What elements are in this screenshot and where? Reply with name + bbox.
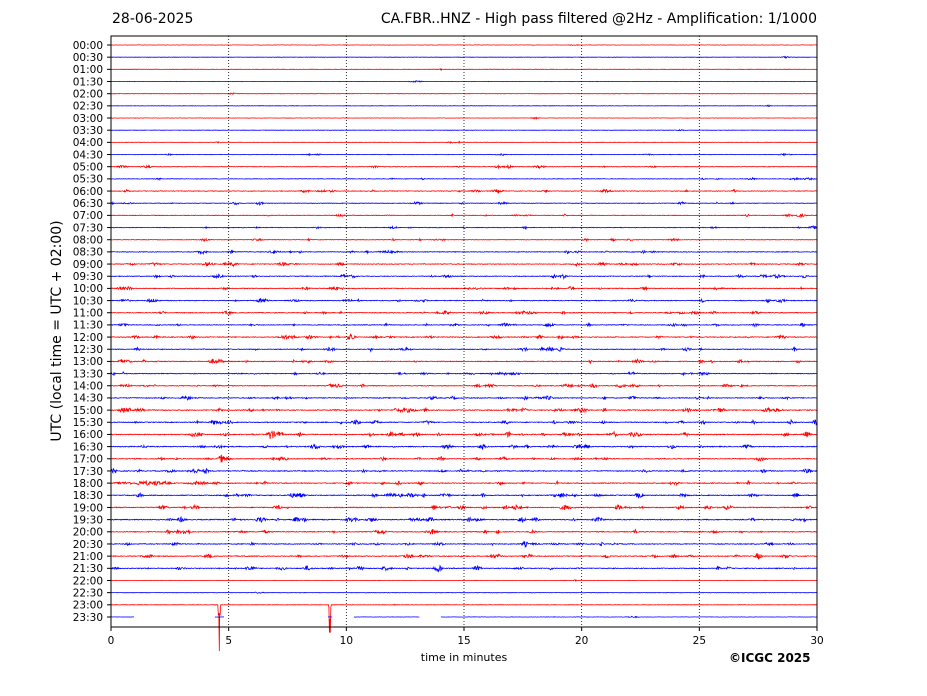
y-tick-label: 19:00 — [73, 502, 103, 514]
trace-0630 — [110, 200, 818, 206]
trace-2130 — [110, 564, 818, 573]
trace-0700 — [110, 212, 817, 219]
x-tick-label: 5 — [225, 635, 232, 647]
trace-1500 — [110, 406, 818, 414]
y-tick-label: 05:30 — [73, 174, 103, 186]
y-axis-label: UTC (local time = UTC + 02:00) — [49, 220, 65, 442]
y-tick-label: 04:30 — [73, 149, 103, 161]
trace-1630 — [110, 443, 817, 451]
x-tick-label: 30 — [810, 635, 823, 647]
y-tick-label: 12:00 — [73, 332, 103, 344]
x-axis-group: 0 5 10 15 20 25 30 — [108, 627, 824, 647]
trace-0400 — [110, 140, 818, 144]
y-tick-label: 20:30 — [73, 539, 103, 551]
trace-2030 — [110, 540, 818, 549]
y-tick-label: 23:00 — [73, 600, 103, 612]
y-tick-label: 08:00 — [73, 235, 103, 247]
trace-0500 — [110, 164, 818, 170]
trace-2300 — [110, 603, 818, 652]
trace-2200 — [110, 579, 818, 582]
y-tick-label: 03:00 — [73, 113, 103, 125]
y-tick-label: 01:00 — [73, 64, 103, 76]
y-tick-label: 03:30 — [73, 125, 103, 137]
trace-2100 — [110, 552, 818, 560]
y-tick-label: 18:30 — [73, 490, 103, 502]
y-tick-label: 10:30 — [73, 295, 103, 307]
y-tick-label: 07:00 — [73, 210, 103, 222]
y-tick-label: 21:30 — [73, 563, 103, 575]
y-tick-label: 10:00 — [73, 283, 103, 295]
y-tick-label: 23:30 — [73, 612, 103, 624]
trace-1300 — [110, 358, 818, 365]
y-tick-label: 16:30 — [73, 441, 103, 453]
y-tick-label: 21:00 — [73, 551, 103, 563]
y-tick-label: 13:30 — [73, 368, 103, 380]
date-label: 28-06-2025 — [112, 11, 194, 27]
y-tick-label: 02:30 — [73, 101, 103, 113]
x-tick-label: 15 — [457, 635, 470, 647]
y-tick-label: 01:30 — [73, 76, 103, 88]
y-tick-label: 06:00 — [73, 186, 103, 198]
trace-1330 — [110, 370, 818, 377]
y-tick-label: 05:00 — [73, 162, 103, 174]
y-tick-label: 13:00 — [73, 356, 103, 368]
x-tick-label: 10 — [340, 635, 353, 647]
y-tick-label: 17:00 — [73, 454, 103, 466]
trace-2230 — [111, 591, 818, 594]
y-tick-label: 17:30 — [73, 466, 103, 478]
plot-frame — [110, 35, 818, 628]
trace-0600 — [110, 188, 818, 194]
y-axis-group: 00:0000:3001:0001:3002:0002:3003:0003:30… — [73, 40, 111, 624]
y-tick-label: 11:30 — [73, 320, 103, 332]
trace-1430 — [110, 395, 818, 401]
copyright-label: ©ICGC 2025 — [729, 651, 811, 665]
y-tick-label: 16:00 — [73, 429, 103, 441]
y-tick-label: 06:30 — [73, 198, 103, 210]
x-tick-label: 0 — [108, 635, 115, 647]
y-tick-label: 09:00 — [73, 259, 103, 271]
y-tick-label: 14:30 — [73, 393, 103, 405]
x-axis-label: time in minutes — [420, 651, 508, 664]
y-tick-label: 08:30 — [73, 247, 103, 259]
trace-1800 — [110, 479, 818, 487]
y-tick-label: 04:00 — [73, 137, 103, 149]
y-tick-label: 22:00 — [73, 575, 103, 587]
trace-2330 — [110, 615, 818, 619]
y-tick-label: 02:00 — [73, 88, 103, 100]
grid-group — [228, 36, 700, 627]
y-tick-label: 11:00 — [73, 308, 103, 320]
y-tick-label: 07:30 — [73, 222, 103, 234]
trace-0530 — [111, 176, 818, 182]
y-tick-label: 12:30 — [73, 344, 103, 356]
y-tick-label: 09:30 — [73, 271, 103, 283]
chart-title: CA.FBR..HNZ - High pass filtered @2Hz - … — [380, 11, 817, 27]
x-tick-label: 25 — [693, 635, 706, 647]
y-tick-label: 15:30 — [73, 417, 103, 429]
y-tick-label: 18:00 — [73, 478, 103, 490]
y-tick-label: 22:30 — [73, 587, 103, 599]
trace-0330 — [111, 128, 817, 132]
y-tick-label: 19:30 — [73, 514, 103, 526]
y-tick-label: 20:00 — [73, 527, 103, 539]
y-tick-label: 15:00 — [73, 405, 103, 417]
trace-1700 — [110, 454, 818, 463]
x-tick-label: 20 — [575, 635, 588, 647]
trace-1600 — [110, 430, 818, 440]
y-tick-label: 00:00 — [73, 40, 103, 52]
trace-1230 — [110, 345, 818, 353]
y-tick-label: 14:00 — [73, 381, 103, 393]
y-tick-label: 00:30 — [73, 52, 103, 64]
trace-0430 — [110, 152, 817, 157]
trace-1400 — [110, 383, 818, 389]
